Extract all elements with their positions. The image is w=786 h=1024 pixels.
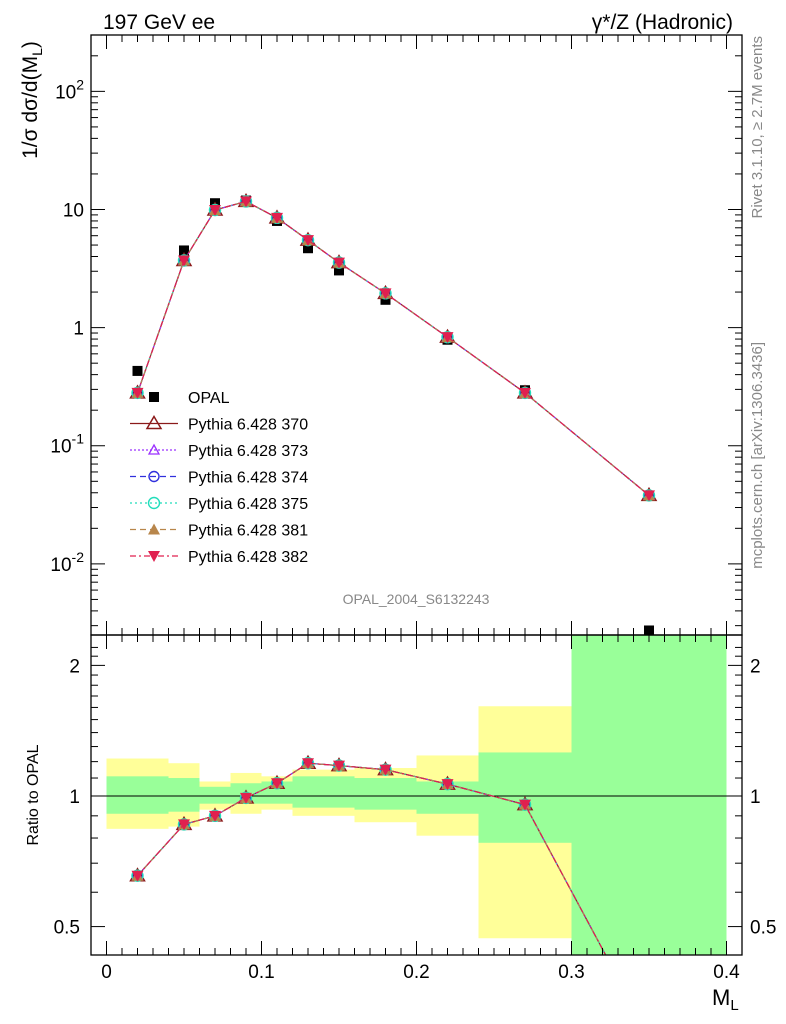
main-panel-series xyxy=(129,192,658,635)
legend-entry-6: Pythia 6.428 382 xyxy=(130,549,308,566)
band-inner-0 xyxy=(106,776,169,814)
axis-ticks: 0 0.1 0.2 0.3 0.4 10-2 10-1 1 10 102 0.5 0.5 1 1 2 2 xyxy=(50,34,776,983)
main-point-6-7 xyxy=(379,288,392,300)
ratio-y-tick-label-left: 0.5 xyxy=(54,918,80,939)
ratio-y-tick-label-right: 0.5 xyxy=(750,918,776,939)
ratio-y-axis-label: Ratio to OPAL xyxy=(25,744,42,845)
label-tail: ) xyxy=(19,41,42,48)
x-tick-label: 0.1 xyxy=(248,962,274,983)
y-tick-label-main: 10-2 xyxy=(50,549,84,576)
legend-label-0: OPAL xyxy=(188,390,230,407)
ratio-point-5-2 xyxy=(209,810,221,822)
y-tick-exponent: 2 xyxy=(76,76,84,92)
ratio-y-tick-label-left: 1 xyxy=(69,787,80,808)
ratio-uncertainty-bands xyxy=(106,635,727,955)
main-y-axis-label: 1/σ dσ/d(ML) xyxy=(19,41,45,159)
x-tick-label: 0.3 xyxy=(558,962,584,983)
rivet-label: Rivet 3.1.10, ≥ 2.7M events xyxy=(749,36,766,219)
main-point-0-0 xyxy=(132,365,143,376)
legend-entry-5: Pythia 6.428 381 xyxy=(130,523,308,540)
main-point-6-4 xyxy=(271,212,283,224)
main-point-0-6 xyxy=(334,265,344,276)
main-point-6-6 xyxy=(333,257,345,269)
ratio-point-5-7 xyxy=(379,764,392,776)
main-point-6-1 xyxy=(178,255,190,267)
main-point-6-10 xyxy=(643,490,655,502)
legend-label-5: Pythia 6.428 381 xyxy=(188,523,308,540)
main-line-6 xyxy=(136,200,650,496)
ratio-point-5-1 xyxy=(178,819,190,831)
y-tick-label-main: 102 xyxy=(55,76,84,103)
ratio-point-5-6 xyxy=(333,760,345,772)
y-tick-label-main: 1 xyxy=(73,319,84,340)
band-inner-10 xyxy=(571,635,727,955)
main-point-0-1 xyxy=(179,245,189,256)
legend-marker-4 xyxy=(147,496,161,510)
legend-marker-0 xyxy=(149,392,159,402)
ratio-point-5-3 xyxy=(240,792,252,804)
legend-entry-1: Pythia 6.428 370 xyxy=(130,415,308,434)
legend-label-1: Pythia 6.428 370 xyxy=(188,417,308,434)
legend-marker-6 xyxy=(148,551,160,562)
x-axis-label: ML xyxy=(712,985,739,1014)
legend: OPAL Pythia 6.428 370 Pythia 6.428 373 Pyth… xyxy=(130,390,308,566)
legend-entry-3: Pythia 6.428 374 xyxy=(130,470,308,487)
main-point-6-5 xyxy=(302,235,314,247)
ratio-y-tick-label-left: 2 xyxy=(69,656,80,677)
legend-marker-1 xyxy=(145,415,163,430)
legend-entry-4: Pythia 6.428 375 xyxy=(130,496,308,513)
band-inner-1 xyxy=(168,778,200,812)
ratio-panel-series xyxy=(129,754,607,955)
left-title: 197 GeV ee xyxy=(103,11,215,34)
band-inner-5 xyxy=(292,776,324,808)
analysis-label: OPAL_2004_S6132243 xyxy=(343,591,490,607)
mcplots-label: mcplots.cern.ch [arXiv:1306.3436] xyxy=(749,342,766,569)
ratio-point-5-9 xyxy=(519,799,531,811)
ratio-point-5-0 xyxy=(131,870,144,882)
ratio-y-tick-label-right: 1 xyxy=(750,787,761,808)
ratio-series-5 xyxy=(131,758,607,955)
main-series-6 xyxy=(131,196,655,502)
band-inner-6 xyxy=(323,776,355,808)
x-tick-label: 0.2 xyxy=(403,962,429,983)
y-tick-label-main: 10 xyxy=(63,200,84,221)
ratio-point-5-5 xyxy=(302,758,314,770)
y-tick-exponent: -1 xyxy=(72,431,85,447)
main-point-6-0 xyxy=(131,387,144,399)
y-tick-label-main: 10-1 xyxy=(50,431,84,458)
legend-label-6: Pythia 6.428 382 xyxy=(188,549,308,566)
main-frame xyxy=(90,34,743,636)
main-point-0-5 xyxy=(303,243,313,254)
main-point-6-9 xyxy=(519,387,531,399)
ratio-point-5-8 xyxy=(441,779,454,791)
x-tick-label: 0.4 xyxy=(713,962,740,983)
legend-marker-2 xyxy=(147,443,161,455)
ratio-line-4 xyxy=(137,762,607,955)
ratio-point-5-4 xyxy=(271,778,283,790)
main-point-6-3 xyxy=(240,196,252,208)
subscript: L xyxy=(730,997,738,1014)
legend-label-3: Pythia 6.428 374 xyxy=(188,470,308,487)
right-title: γ*/Z (Hadronic) xyxy=(592,11,733,34)
band-inner-2 xyxy=(199,786,231,804)
legend-label-2: Pythia 6.428 373 xyxy=(188,443,308,460)
legend-entry-2: Pythia 6.428 373 xyxy=(130,443,308,460)
legend-label-4: Pythia 6.428 375 xyxy=(188,496,308,513)
legend-entry-0: OPAL xyxy=(149,390,230,407)
x-tick-label: 0 xyxy=(101,962,112,983)
band-inner-7 xyxy=(354,778,417,810)
legend-marker-3 xyxy=(148,470,160,483)
main-point-0-7 xyxy=(380,294,391,305)
ratio-y-tick-label-right: 2 xyxy=(750,656,761,677)
subscript: L xyxy=(29,48,45,56)
main-point-6-2 xyxy=(209,205,221,217)
y-tick-exponent: -2 xyxy=(72,549,85,565)
legend-marker-5 xyxy=(148,523,160,535)
main-point-6-8 xyxy=(441,332,454,344)
